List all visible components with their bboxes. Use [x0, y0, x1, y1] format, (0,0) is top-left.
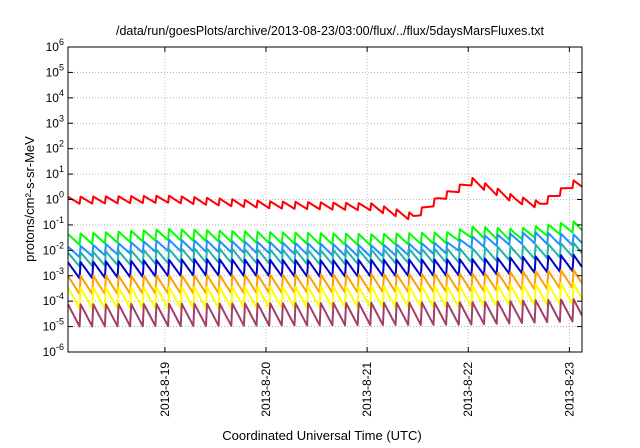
y-tick-label: 10-4 — [43, 291, 64, 308]
y-tick-label: 10-3 — [43, 266, 64, 283]
y-tick-label: 103 — [46, 113, 64, 130]
y-tick-label: 101 — [46, 164, 64, 181]
y-tick-label: 10-1 — [43, 215, 64, 232]
series-line-3 — [67, 231, 583, 259]
y-tick-label: 100 — [46, 190, 64, 207]
y-tick-label: 106 — [46, 37, 64, 54]
y-axis-label: protons/cm²-s-sr-MeV — [22, 136, 37, 262]
series-line-1 — [67, 176, 583, 221]
x-tick-label: 2013-8-20 — [259, 362, 273, 417]
x-tick-label: 2013-8-22 — [461, 362, 475, 417]
y-tick-label: 10-6 — [43, 342, 64, 359]
x-tick-label: 2013-8-23 — [562, 362, 576, 417]
series-line-4 — [67, 241, 583, 268]
x-tick-label: 2013-8-21 — [360, 362, 374, 417]
y-tick-label: 10-2 — [43, 240, 64, 257]
y-tick-label: 105 — [46, 62, 64, 79]
chart-title: /data/run/goesPlots/archive/2013-08-23/0… — [116, 24, 545, 38]
series-line-7 — [67, 282, 583, 310]
x-tick-label: 2013-8-19 — [158, 362, 172, 417]
y-tick-label: 10-5 — [43, 317, 64, 334]
x-axis-label: Coordinated Universal Time (UTC) — [222, 428, 421, 443]
series-line-6 — [67, 268, 583, 295]
series-line-2 — [67, 220, 583, 247]
y-tick-label: 104 — [46, 88, 64, 105]
series-line-8 — [67, 298, 583, 328]
series-line-5 — [67, 253, 583, 280]
series-group — [67, 176, 583, 328]
y-tick-label: 102 — [46, 139, 64, 156]
y-axis: 10-6 10-5 10-4 10-3 10-2 10-1 100 101 102 103 104 1… — [43, 37, 582, 359]
x-axis: 2013-8-19 2013-8-20 2013-8-21 2013-8-22 2013… — [158, 47, 576, 417]
